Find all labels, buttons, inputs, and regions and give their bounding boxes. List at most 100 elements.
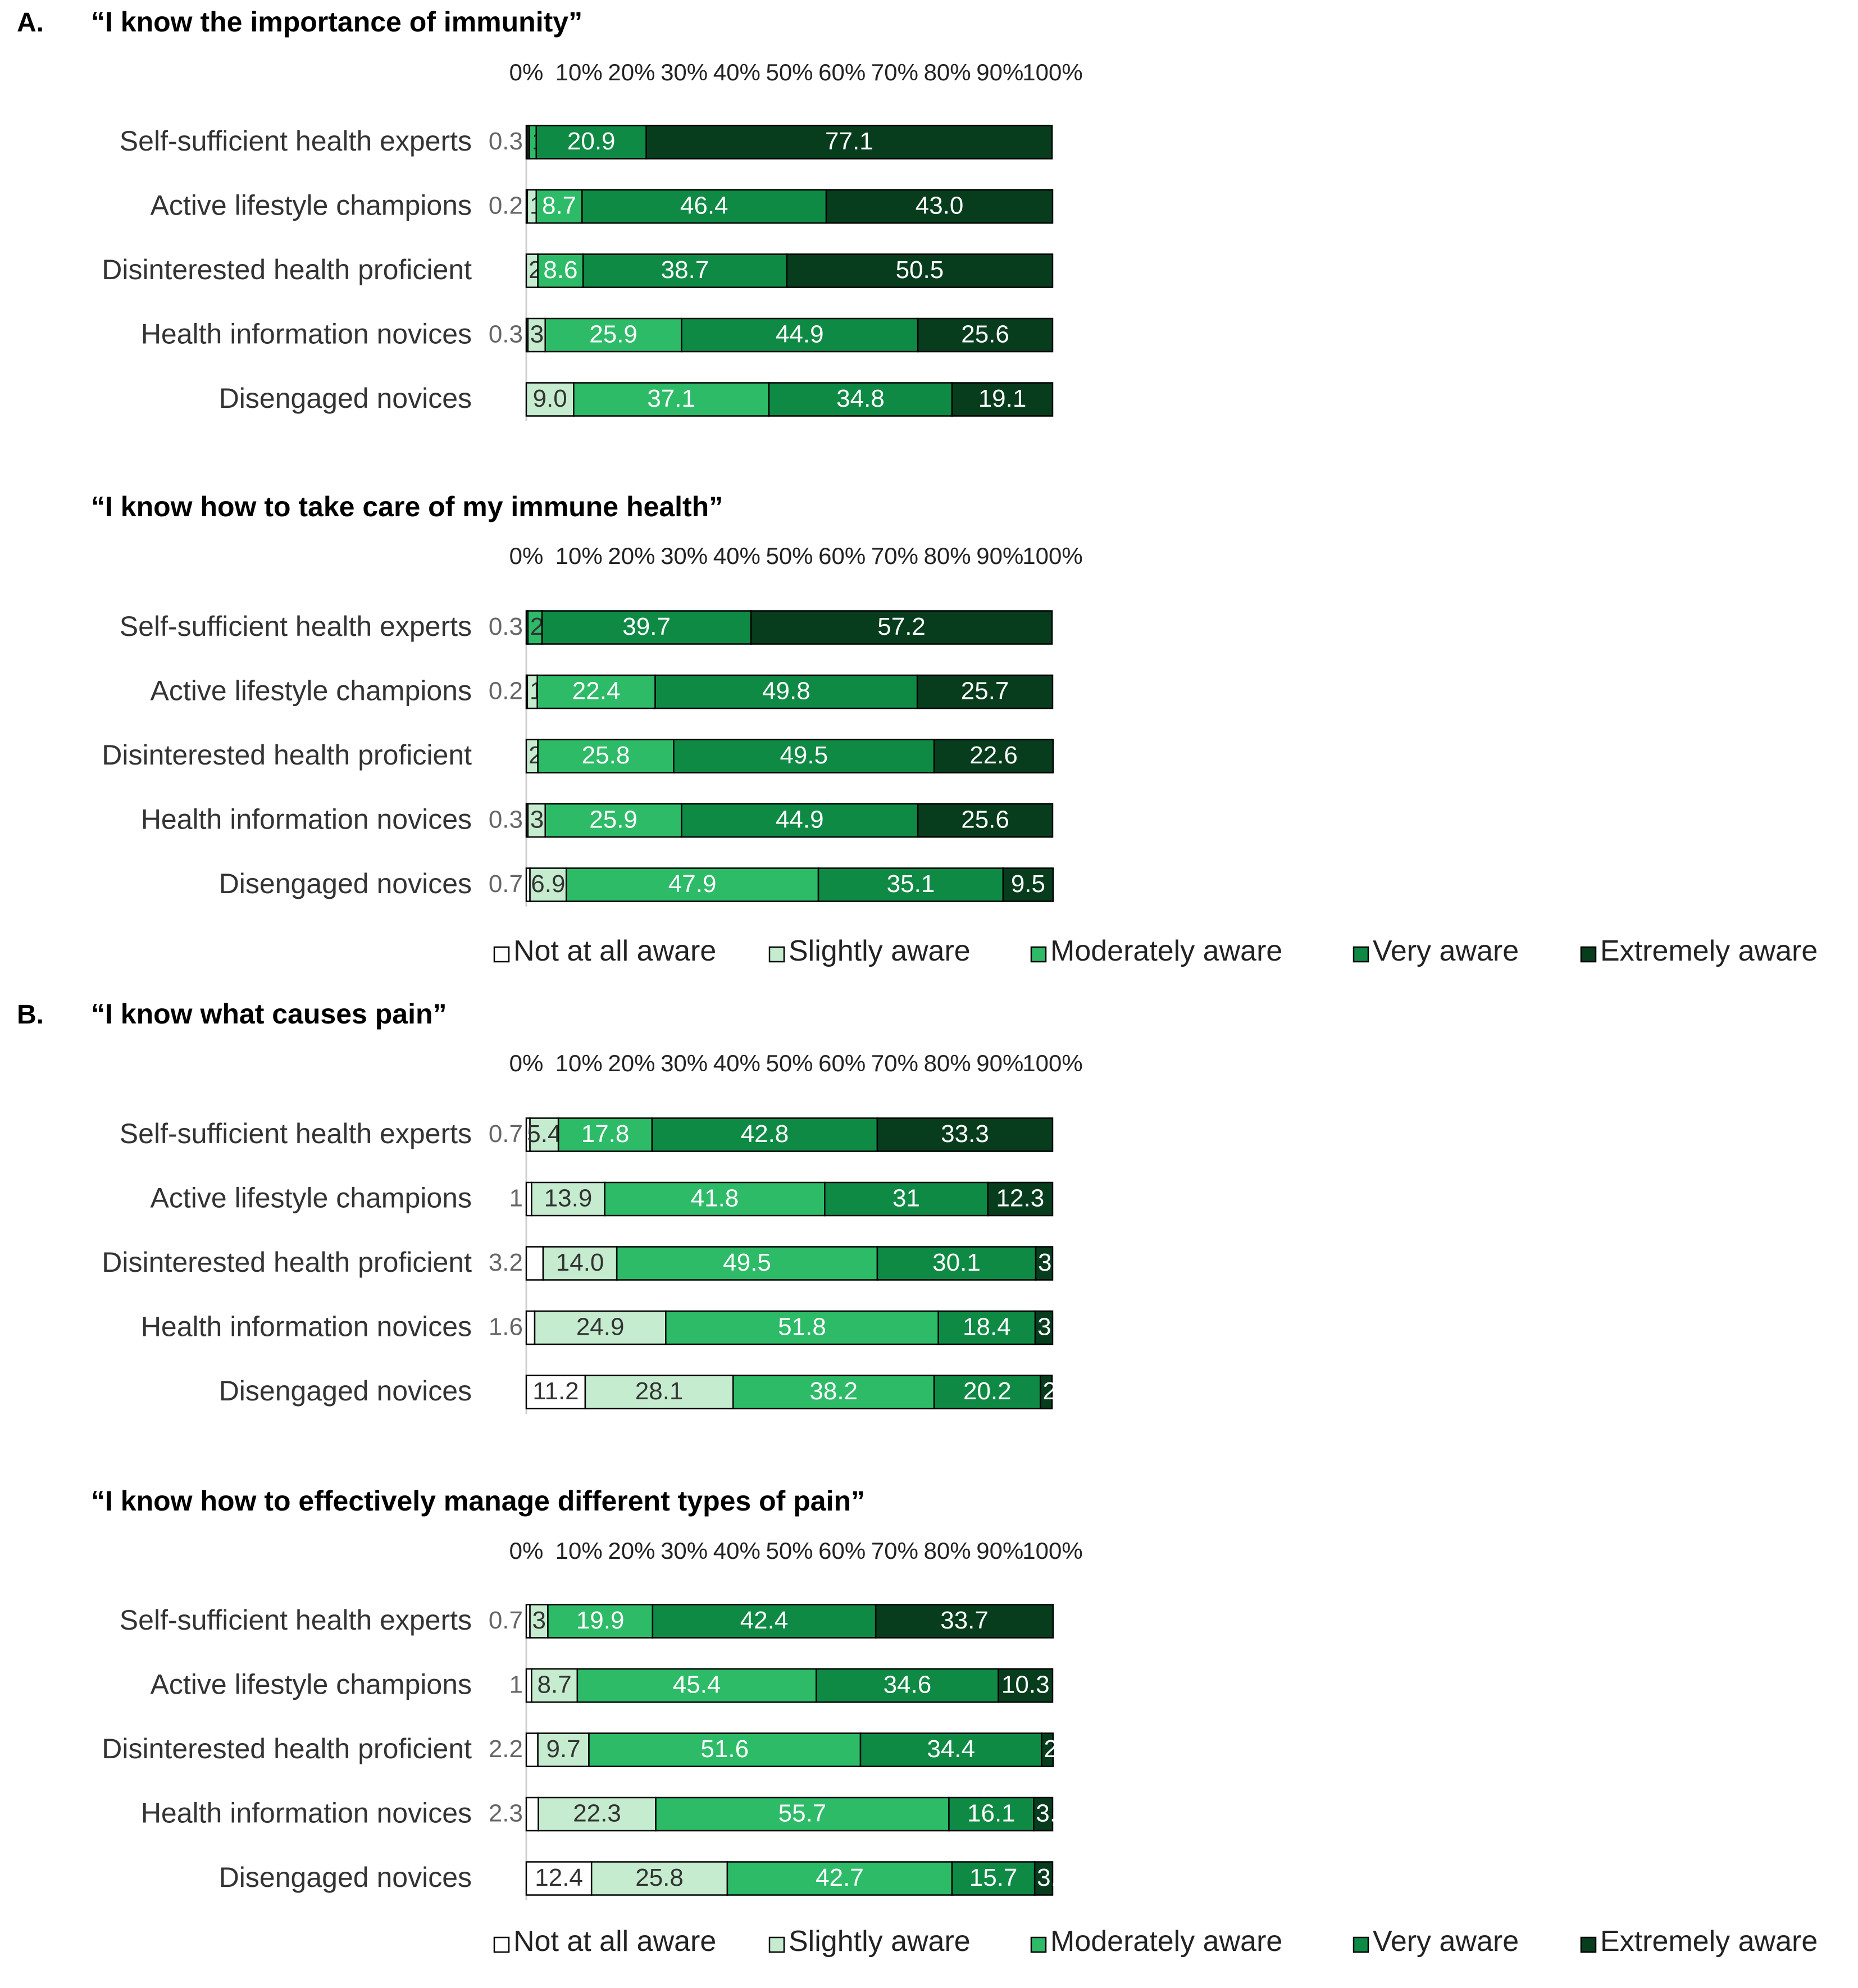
data-label: 13.9 xyxy=(544,1185,593,1212)
bar-segment xyxy=(681,317,919,353)
data-label: 9.5 xyxy=(1011,870,1045,898)
data-label: 46.4 xyxy=(680,192,728,220)
bar-segment xyxy=(525,1181,532,1217)
bar-segment xyxy=(525,1246,544,1281)
bar-segment xyxy=(987,1181,1054,1217)
data-label: 11.2 xyxy=(532,1377,579,1405)
data-label: 14.0 xyxy=(556,1249,604,1276)
category-label: Disengaged novices xyxy=(219,383,472,414)
bar-segment xyxy=(544,803,682,838)
data-label: 19.9 xyxy=(576,1607,625,1634)
bar-segment xyxy=(616,1246,878,1281)
bar-segment xyxy=(547,1604,654,1639)
category-label: Health information novices xyxy=(141,1311,472,1343)
x-tick-label: 70% xyxy=(871,59,918,85)
legend-swatch xyxy=(1030,946,1047,963)
legend-label: Extremely aware xyxy=(1600,1925,1818,1958)
bar-segment xyxy=(750,610,1053,645)
bar-segment xyxy=(917,317,1054,353)
bar-segment xyxy=(1040,1375,1053,1409)
bar-segment xyxy=(1033,1796,1054,1832)
category-label: Disinterested health proficient xyxy=(102,254,472,285)
data-label: 33.3 xyxy=(941,1120,989,1148)
legend: Not at all aware Slightly aware Moderately… xyxy=(493,1925,1818,1958)
bar-segment xyxy=(673,739,935,774)
x-tick-label: 40% xyxy=(713,1537,760,1564)
data-label: 0.3 xyxy=(489,613,523,640)
legend-label: Moderately aware xyxy=(1050,1925,1282,1958)
category-label: Active lifestyle champions xyxy=(151,1182,472,1214)
data-label: 25.7 xyxy=(961,677,1009,705)
x-tick-label: 10% xyxy=(555,543,603,569)
bar-segment xyxy=(590,1861,728,1896)
bar-segment xyxy=(531,1668,579,1703)
data-label: 25.6 xyxy=(961,321,1009,348)
x-tick-label: 30% xyxy=(661,1537,708,1564)
bar-segment xyxy=(525,1796,539,1832)
bar-segment xyxy=(527,610,543,645)
x-tick-label: 30% xyxy=(661,543,708,569)
data-label: 8.7 xyxy=(538,1671,572,1699)
x-tick-label: 100% xyxy=(1022,1537,1082,1564)
data-label: 44.9 xyxy=(776,321,824,348)
x-tick-label: 80% xyxy=(924,543,971,569)
data-label: 3.6 xyxy=(1036,1800,1070,1827)
data-label: 49.5 xyxy=(780,741,828,769)
data-label: 0.7 xyxy=(489,1607,523,1634)
x-tick-label: 60% xyxy=(818,1537,866,1564)
bar-segment xyxy=(525,1861,593,1896)
data-label: 0.2 xyxy=(489,192,523,220)
data-label: 24.9 xyxy=(576,1313,625,1341)
data-label: 55.7 xyxy=(778,1800,827,1827)
data-label: 47.9 xyxy=(668,870,717,898)
bar-segment xyxy=(1035,1246,1054,1281)
data-label: 37.1 xyxy=(647,385,695,412)
category-label: Disinterested health proficient xyxy=(102,1247,472,1278)
category-label: Active lifestyle champions xyxy=(151,190,472,221)
data-label: 2.3 xyxy=(489,1800,523,1827)
data-label: 0.3 xyxy=(489,806,523,834)
data-label: 5.4 xyxy=(527,1120,561,1148)
bar-segment xyxy=(541,610,752,645)
bar-segment xyxy=(525,1375,586,1409)
x-tick-label: 40% xyxy=(713,59,760,85)
x-tick-label: 20% xyxy=(608,59,655,85)
data-label: 2.2 xyxy=(489,1735,523,1763)
bar-segment xyxy=(654,674,918,709)
bar-segment xyxy=(786,253,1054,288)
bar-segment xyxy=(665,1310,939,1345)
data-label: 42.8 xyxy=(741,1120,789,1148)
data-label: 22.4 xyxy=(572,677,621,705)
category-label: Disengaged novices xyxy=(219,1375,472,1407)
data-label: 33.7 xyxy=(940,1607,989,1634)
bar-segment xyxy=(536,674,656,709)
x-tick-label: 100% xyxy=(1022,1050,1082,1076)
legend-swatch xyxy=(493,1936,510,1953)
data-label: 0.3 xyxy=(489,128,523,155)
data-label: 49.5 xyxy=(723,1249,771,1276)
x-tick-label: 100% xyxy=(1022,543,1082,569)
data-label: 12.4 xyxy=(535,1864,583,1891)
legend-swatch xyxy=(1352,946,1369,963)
data-label: 20.9 xyxy=(567,128,616,155)
data-label: 35.1 xyxy=(887,870,935,898)
data-label: 25.6 xyxy=(961,806,1009,834)
category-label: Disinterested health proficient xyxy=(102,1733,472,1764)
x-tick-label: 10% xyxy=(555,1537,603,1564)
bar-segment xyxy=(998,1668,1054,1703)
data-label: 12.3 xyxy=(996,1185,1045,1212)
bar-segment xyxy=(604,1181,826,1217)
data-label: 51.6 xyxy=(700,1735,749,1763)
category-label: Health information novices xyxy=(141,804,472,835)
x-tick-label: 90% xyxy=(976,1050,1023,1076)
bar-segment xyxy=(588,1732,862,1767)
x-tick-label: 60% xyxy=(818,59,866,85)
bar-segment xyxy=(1002,867,1054,902)
category-label: Disengaged novices xyxy=(219,1862,472,1893)
bar-segment xyxy=(859,1732,1042,1767)
bar-segment xyxy=(876,1117,1054,1152)
bar-segment xyxy=(645,125,1053,160)
x-tick-label: 60% xyxy=(818,543,866,569)
x-tick-label: 50% xyxy=(766,59,813,85)
chart-title: “I know what causes pain” xyxy=(91,998,447,1030)
